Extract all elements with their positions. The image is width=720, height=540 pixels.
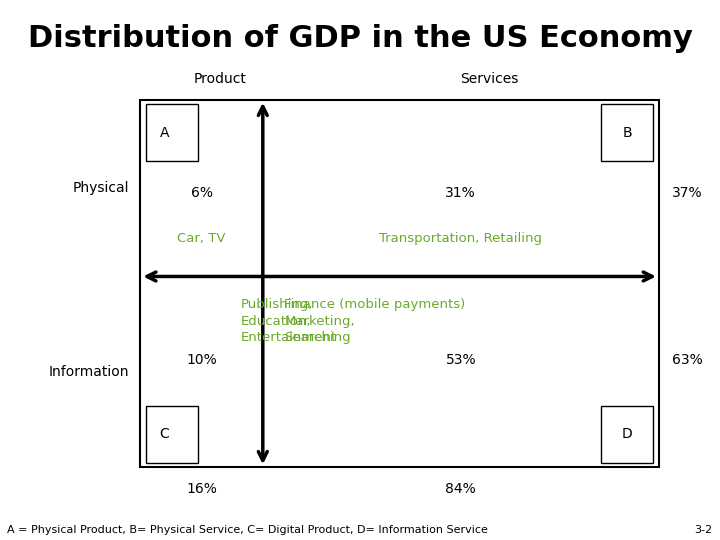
- Text: Car, TV: Car, TV: [177, 232, 226, 245]
- Bar: [140, 100, 659, 467]
- Text: Services: Services: [460, 72, 519, 86]
- Text: 16%: 16%: [186, 482, 217, 496]
- Text: 84%: 84%: [446, 482, 476, 496]
- Bar: [146, 104, 198, 161]
- Text: 10%: 10%: [186, 353, 217, 367]
- Text: Publishing,
Education,
Entertainment: Publishing, Education, Entertainment: [241, 298, 338, 344]
- Text: 53%: 53%: [446, 353, 476, 367]
- Text: 3-2: 3-2: [695, 524, 713, 535]
- Text: Transportation, Retailing: Transportation, Retailing: [379, 232, 542, 245]
- Text: Finance (mobile payments)
Marketing,
Searching: Finance (mobile payments) Marketing, Sea…: [284, 298, 466, 344]
- Text: A = Physical Product, B= Physical Service, C= Digital Product, D= Information Se: A = Physical Product, B= Physical Servic…: [7, 524, 488, 535]
- Text: Information: Information: [49, 365, 130, 379]
- Text: D: D: [622, 428, 632, 441]
- Text: C: C: [159, 428, 169, 441]
- Text: 31%: 31%: [446, 186, 476, 200]
- Text: Product: Product: [193, 72, 246, 86]
- Text: B: B: [622, 126, 632, 139]
- Text: Physical: Physical: [73, 181, 130, 195]
- Text: 37%: 37%: [672, 186, 703, 200]
- Bar: [146, 406, 198, 463]
- Text: Distribution of GDP in the US Economy: Distribution of GDP in the US Economy: [27, 24, 693, 53]
- Text: 6%: 6%: [191, 186, 212, 200]
- Text: A: A: [160, 126, 169, 139]
- Bar: [601, 406, 653, 463]
- Text: 63%: 63%: [672, 353, 703, 367]
- Bar: [601, 104, 653, 161]
